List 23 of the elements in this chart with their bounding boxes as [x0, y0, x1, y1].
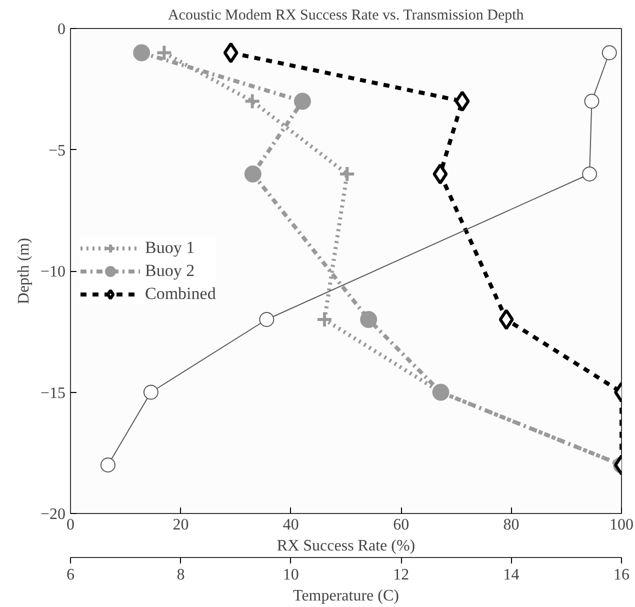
y-tick-label: −10	[40, 264, 66, 280]
x2-tick-label: 16	[614, 566, 630, 584]
y-tick-label: 0	[58, 21, 66, 38]
legend-label: Buoy 1	[145, 238, 195, 258]
x-tick-label: 40	[282, 516, 299, 534]
x-axis-title: RX Success Rate (%)	[276, 538, 416, 554]
chart-title: Acoustic Modem RX Success Rate vs. Transmission Depth	[168, 8, 524, 24]
x2-tick-label: 8	[176, 566, 185, 584]
x-tick-label: 100	[610, 516, 634, 534]
x-tick-label: 60	[393, 516, 410, 534]
legend-label: Buoy 2	[145, 260, 195, 280]
x-tick-label: 20	[172, 516, 189, 534]
x2-tick-label: 10	[282, 566, 299, 584]
x2-tick-label: 12	[393, 566, 410, 584]
x2-axis-title: Temperature (C)	[293, 588, 399, 604]
legend-label: Combined	[145, 284, 216, 304]
x2-tick-label: 14	[503, 566, 520, 584]
y-axis-title: Depth (m)	[15, 238, 32, 304]
x-tick-label: 80	[503, 516, 520, 534]
y-tick-label: −20	[40, 506, 66, 523]
y-tick-label: −5	[48, 142, 66, 160]
x2-tick-label: 6	[66, 566, 74, 584]
y-tick-label: −15	[40, 384, 66, 402]
